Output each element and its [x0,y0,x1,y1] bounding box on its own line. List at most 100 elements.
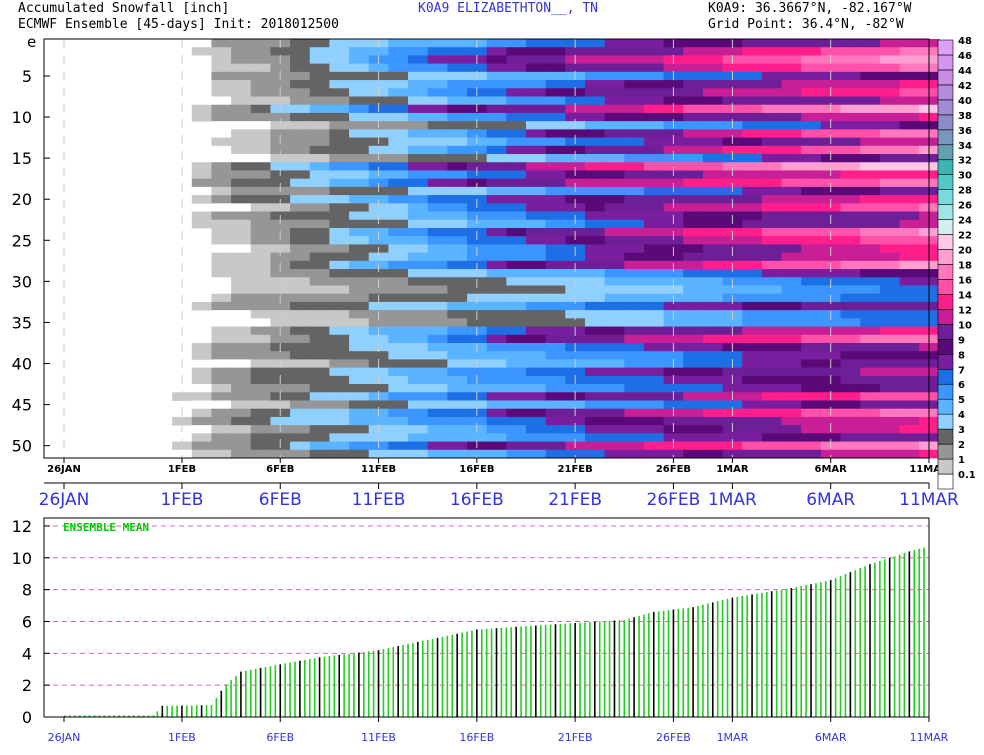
heatmap-cell [879,416,901,426]
heatmap-cell [801,384,822,393]
heatmap-cell [840,129,861,138]
heatmap-cell [584,203,606,212]
heatmap-cell [427,277,448,286]
heatmap-cell [840,219,861,229]
heatmap-cell [742,236,763,245]
heatmap-cell [368,252,389,262]
heatmap-member-row [191,80,940,89]
heatmap-cell [447,236,468,245]
heatmap-cell [309,63,330,73]
heatmap-cell [879,359,901,369]
heatmap-cell [761,318,783,327]
heatmap-cell [565,252,586,262]
heatmap-cell [329,433,350,442]
heatmap-cell [447,121,468,130]
colorbar-swatch [937,219,954,235]
heatmap-cell [368,219,389,229]
heatmap-cell [525,375,547,385]
heatmap-cell [309,39,330,48]
heatmap-cell [290,170,311,180]
heatmap-cell [191,269,213,278]
heatmap-cell [506,121,527,130]
heatmap-cell [349,367,370,377]
heatmap-cell [191,351,213,360]
heatmap-cell [309,88,330,97]
heatmap-cell [604,441,625,451]
heatmap-cell [329,441,350,451]
heatmap-cell [840,121,861,130]
heatmap-cell [840,293,861,303]
heatmap-cell [840,63,861,73]
heatmap-cell [388,219,409,229]
heatmap-cell [860,425,881,434]
heatmap-cell [290,310,311,319]
heatmap-cell [486,211,507,221]
heatmap-cell [584,416,606,426]
heatmap-cell [211,318,232,327]
heatmap-cell [683,359,704,369]
heatmap-cell [643,285,665,295]
heatmap-cell [584,277,606,286]
heatmap-cell [545,342,566,352]
heatmap-cell [840,203,861,212]
heatmap-cell [368,367,389,377]
heatmap-cell [447,211,468,221]
heatmap-cell [349,408,370,418]
heatmap-cell [231,211,252,221]
heatmap-cell [290,269,311,278]
heatmap-cell [722,400,743,410]
heatmap-cell [506,47,527,56]
heatmap-cell [899,178,920,188]
heatmap-cell [722,129,743,138]
heatmap-y-tick-label: 40 [12,355,32,374]
heatmap-y-tick-label: 25 [12,231,32,250]
heatmap-cell [388,408,409,418]
heatmap-cell [368,334,389,344]
heatmap-cell [899,170,920,180]
heatmap-cell [761,384,783,393]
heatmap-cell [191,301,213,311]
heatmap-cell [447,384,468,393]
heatmap-cell [722,178,743,188]
heatmap-cell [879,367,901,377]
heatmap-cell [840,162,861,171]
heatmap-cell [506,88,527,97]
heatmap-cell [761,310,783,319]
heatmap-cell [525,244,547,254]
heatmap-member-row [172,392,940,401]
heatmap-cell [899,416,920,426]
heatmap-cell [408,310,429,319]
heatmap-cell [604,384,625,393]
heatmap-cell [801,310,822,319]
heatmap-cell [683,145,704,155]
heatmap-cell [270,400,291,410]
heatmap-cell [604,433,625,442]
heatmap-cell [801,170,822,180]
heatmap-cell [879,162,901,171]
heatmap-cell [290,178,311,188]
heatmap-cell [427,71,448,81]
heatmap-cell [761,211,783,221]
heatmap-cell [742,310,763,319]
heatmap-cell [860,392,881,401]
heatmap-cell [820,367,842,377]
heatmap-cell [250,137,272,147]
heatmap-cell [231,154,252,163]
heatmap-cell [899,252,920,262]
heatmap-cell [820,318,842,327]
mean-x-tick-label: 1MAR [717,731,749,744]
heatmap-cell [290,293,311,303]
heatmap-cell [408,351,429,360]
heatmap-cell [329,63,350,73]
heatmap-cell [525,71,547,81]
heatmap-cell [781,269,802,278]
heatmap-cell [604,71,625,81]
heatmap-cell [447,88,468,97]
heatmap-cell [309,104,330,114]
heatmap-cell [624,367,645,377]
heatmap-cell [427,367,448,377]
heatmap-cell [624,121,645,130]
heatmap-cell [879,236,901,245]
heatmap-cell [604,88,625,97]
heatmap-cell [683,375,704,385]
